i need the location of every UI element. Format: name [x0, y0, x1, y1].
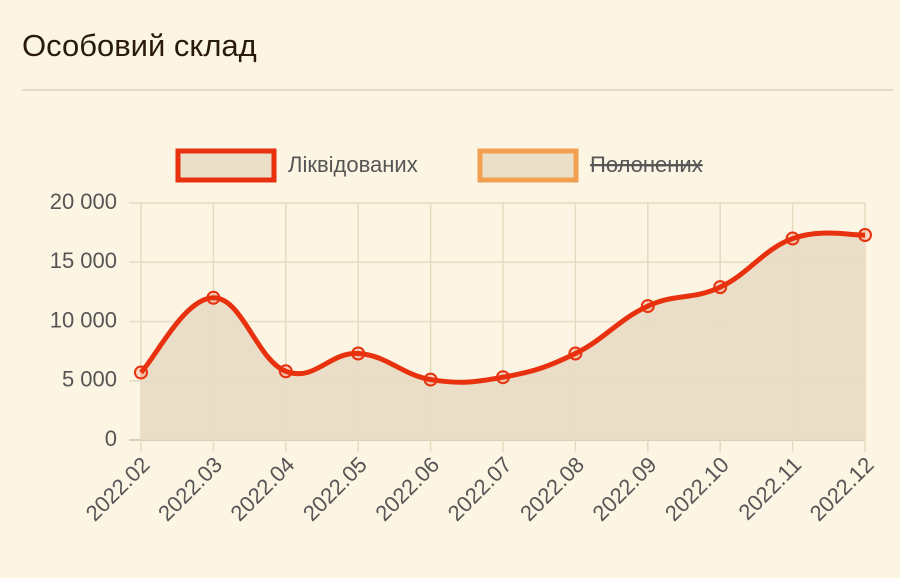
point — [351, 346, 366, 361]
x-tick-label: 2022.09 — [588, 452, 662, 526]
y-tick-label: 0 — [105, 426, 117, 451]
legend-swatch — [477, 148, 579, 183]
x-tick-label: 2022.10 — [660, 452, 734, 526]
point — [858, 227, 872, 242]
point — [423, 372, 438, 387]
line — [139, 230, 866, 385]
point — [568, 346, 583, 361]
point — [206, 290, 221, 305]
legend-label: Ліквідованих — [288, 152, 418, 177]
legend-swatch — [175, 148, 277, 183]
y-tick-label: 10 000 — [50, 307, 117, 332]
area — [141, 232, 865, 440]
x-tick-label: 2022.08 — [515, 452, 589, 526]
x-tick-label: 2022.07 — [443, 452, 517, 526]
x-tick-label: 2022.03 — [153, 452, 227, 526]
point — [134, 365, 148, 380]
chart-title: Особовий склад — [22, 28, 257, 63]
legend-label: Полонених — [590, 152, 703, 177]
point — [785, 231, 800, 246]
point — [278, 364, 293, 379]
y-tick-label: 5 000 — [62, 367, 117, 392]
point — [496, 370, 510, 385]
x-tick-label: 2022.02 — [81, 452, 155, 526]
point — [640, 299, 655, 314]
point — [713, 280, 728, 295]
x-tick-label: 2022.05 — [298, 452, 372, 526]
x-tick-label: 2022.11 — [733, 452, 806, 525]
y-tick-label: 20 000 — [50, 189, 117, 214]
x-tick-label: 2022.12 — [805, 452, 879, 526]
y-tick-label: 15 000 — [50, 248, 117, 273]
x-tick-label: 2022.06 — [370, 452, 444, 526]
x-tick-label: 2022.04 — [226, 452, 300, 526]
